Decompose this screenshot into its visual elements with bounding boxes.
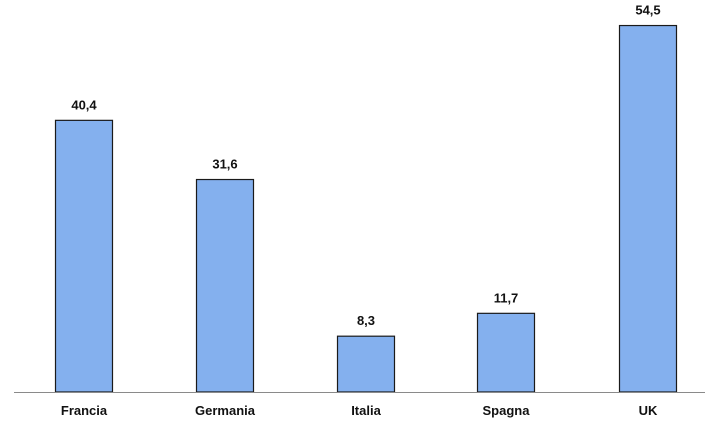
x-tick-label-uk: UK <box>639 403 658 418</box>
x-tick-label-francia: Francia <box>61 403 108 418</box>
x-tick-labels-group: Francia Germania Italia Spagna UK <box>61 403 658 418</box>
bar-italia <box>336 335 396 393</box>
bars-group <box>54 24 678 393</box>
bar-germania <box>195 178 255 393</box>
bar-francia <box>54 119 114 393</box>
bar-uk <box>618 24 678 393</box>
bar-spagna <box>476 312 536 393</box>
x-tick-label-germania: Germania <box>195 403 256 418</box>
value-labels-group: 40,4 31,6 8,3 11,7 54,5 <box>71 3 660 329</box>
value-label-germania: 31,6 <box>212 157 237 172</box>
value-label-spagna: 11,7 <box>494 290 519 305</box>
value-label-francia: 40,4 <box>71 97 97 112</box>
x-tick-label-italia: Italia <box>351 403 381 418</box>
x-tick-label-spagna: Spagna <box>483 403 531 418</box>
value-label-uk: 54,5 <box>635 3 660 18</box>
value-label-italia: 8,3 <box>357 313 375 328</box>
